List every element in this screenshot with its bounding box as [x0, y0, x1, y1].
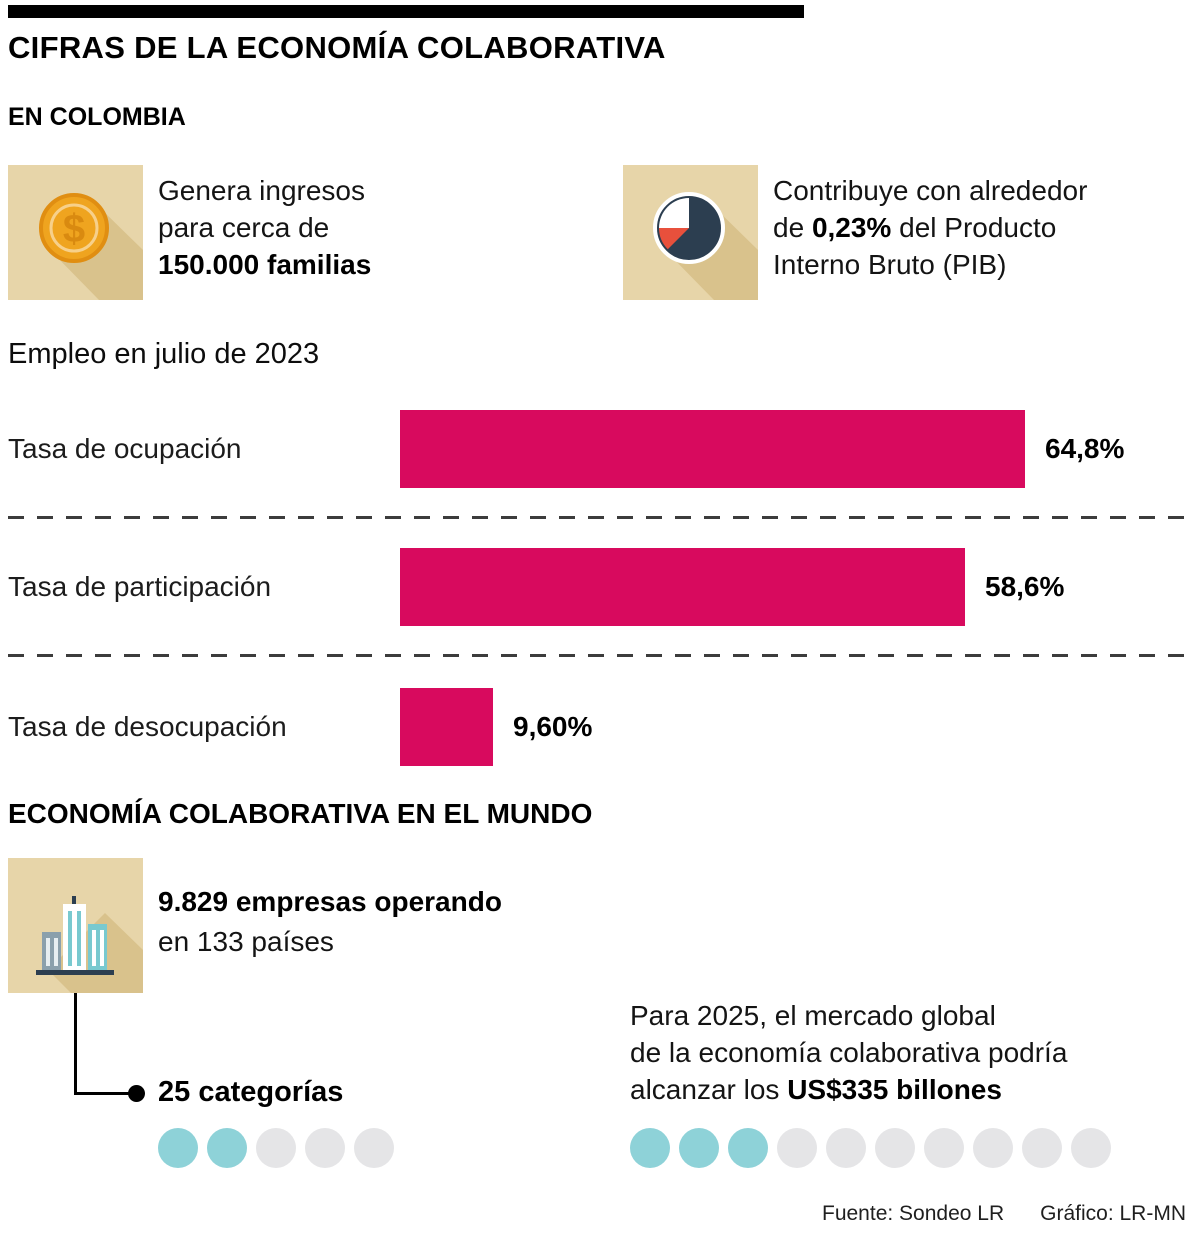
bar-label-ocupacion: Tasa de ocupación [8, 433, 242, 464]
dot-empty [1071, 1128, 1111, 1168]
buildings-card-icon-wrap [8, 858, 143, 993]
dot-filled [679, 1128, 719, 1168]
dashed-separator-1 [8, 516, 1192, 519]
bar-value-desocupacion: 9,60% [513, 711, 593, 742]
companies-count-bold: 9.829 empresas operando [158, 886, 502, 917]
svg-text:$: $ [63, 207, 85, 251]
bar-row-desocupacion: Tasa de desocupación 9,60% [8, 688, 1192, 766]
gdp-percent-bold: 0,23% [811, 212, 892, 243]
coin-icon: $ [8, 165, 143, 300]
source-credit: Fuente: Sondeo LR [822, 1202, 1005, 1225]
dot-empty [1022, 1128, 1062, 1168]
buildings-icon [8, 858, 143, 993]
connector-line-horizontal [74, 1092, 130, 1095]
companies-line-bold: 9.829 empresas operando [158, 882, 502, 922]
gdp-card-icon-wrap [623, 165, 758, 300]
dot-filled [207, 1128, 247, 1168]
income-line-1: Genera ingresos [158, 175, 366, 206]
dot-empty [973, 1128, 1013, 1168]
section-title-colombia: EN COLOMBIA [8, 103, 186, 131]
market-dots [630, 1128, 1111, 1168]
bar-value-participacion: 58,6% [985, 571, 1065, 602]
graphic-credit: Gráfico: LR-MN [1040, 1202, 1186, 1225]
dashed-separator-2 [8, 654, 1192, 657]
bar-value-ocupacion: 64,8% [1045, 433, 1125, 464]
dot-empty [924, 1128, 964, 1168]
dot-empty [777, 1128, 817, 1168]
dot-empty [875, 1128, 915, 1168]
footer: Fuente: Sondeo LR Gráfico: LR-MN [822, 1202, 1186, 1226]
dot-filled [158, 1128, 198, 1168]
dot-empty [354, 1128, 394, 1168]
connector-bullet [128, 1085, 145, 1102]
market-line-1: Para 2025, el mercado global [630, 1000, 996, 1031]
gdp-line-1: Contribuye con alrededor [773, 175, 1088, 206]
bar-row-ocupacion: Tasa de ocupación 64,8% [8, 410, 1192, 488]
market-value-bold: US$335 billones [787, 1074, 1002, 1105]
bar-desocupacion [400, 688, 493, 766]
section-title-world: ECONOMÍA COLABORATIVA EN EL MUNDO [8, 798, 593, 829]
gdp-card-text: Contribuye con alrededor de 0,23% del Pr… [773, 172, 1087, 283]
dot-empty [256, 1128, 296, 1168]
dot-empty [826, 1128, 866, 1168]
chart-title: Empleo en julio de 2023 [8, 338, 320, 370]
bar-label-participacion: Tasa de participación [8, 571, 272, 602]
gdp-line-2: de 0,23% del Producto [773, 209, 1087, 246]
income-card-text: Genera ingresos para cerca de 150.000 fa… [158, 172, 371, 283]
bar-row-participacion: Tasa de participación 58,6% [8, 548, 1192, 626]
page-title: CIFRAS DE LA ECONOMÍA COLABORATIVA [8, 30, 666, 65]
connector-line-vertical [74, 993, 77, 1095]
income-families-bold: 150.000 familias [158, 249, 372, 280]
bar-participacion [400, 548, 965, 626]
market-line-3-pre: alcanzar los [630, 1074, 788, 1105]
income-card-icon-wrap: $ [8, 165, 143, 300]
market-line-2: de la economía colaborativa podría [630, 1037, 1068, 1068]
companies-text: 9.829 empresas operando en 133 países [158, 882, 502, 962]
bar-label-desocupacion: Tasa de desocupación [8, 711, 287, 742]
gdp-line-2-post: del Producto [891, 212, 1057, 243]
bar-ocupacion [400, 410, 1025, 488]
categories-dots [158, 1128, 394, 1168]
top-rule [8, 5, 804, 18]
gdp-line-3: Interno Bruto (PIB) [773, 249, 1007, 280]
income-line-3: 150.000 familias [158, 246, 371, 283]
pie-chart-icon [623, 165, 758, 300]
dot-filled [728, 1128, 768, 1168]
gdp-line-2-pre: de [773, 212, 812, 243]
categories-label: 25 categorías [158, 1076, 344, 1108]
market-text: Para 2025, el mercado global de la econo… [630, 997, 1067, 1108]
dot-empty [305, 1128, 345, 1168]
dot-filled [630, 1128, 670, 1168]
income-line-2: para cerca de [158, 212, 330, 243]
market-line-3: alcanzar los US$335 billones [630, 1071, 1067, 1108]
companies-line-regular: en 133 países [158, 926, 334, 957]
